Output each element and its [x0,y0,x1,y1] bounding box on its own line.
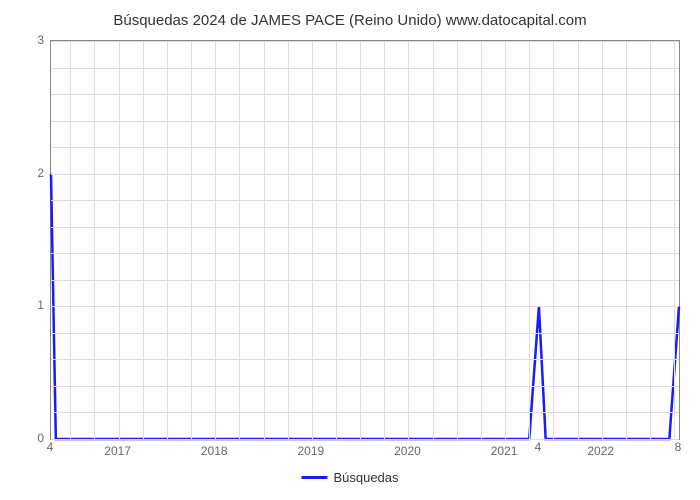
grid-line-horizontal [51,386,679,387]
grid-line-vertical [215,41,216,439]
grid-line-vertical [602,41,603,439]
grid-line-vertical [288,41,289,439]
grid-line-horizontal [51,306,679,307]
grid-line-horizontal [51,68,679,69]
grid-line-horizontal [51,333,679,334]
grid-line-vertical [94,41,95,439]
grid-line-horizontal [51,439,679,440]
grid-line-horizontal [51,147,679,148]
grid-line-vertical [578,41,579,439]
legend: Búsquedas [301,470,398,485]
grid-line-vertical [264,41,265,439]
grid-line-horizontal [51,227,679,228]
chart-title: Búsquedas 2024 de JAMES PACE (Reino Unid… [0,10,700,33]
extra-point-label: 4 [47,440,54,454]
grid-line-horizontal [51,121,679,122]
grid-line-vertical [553,41,554,439]
chart-container: Búsquedas 2024 de JAMES PACE (Reino Unid… [0,10,700,500]
grid-line-vertical [505,41,506,439]
grid-line-vertical [191,41,192,439]
x-tick-label: 2018 [201,444,228,458]
grid-line-vertical [239,41,240,439]
grid-line-vertical [143,41,144,439]
grid-line-vertical [384,41,385,439]
grid-line-vertical [481,41,482,439]
line-series [51,41,679,439]
grid-line-vertical [70,41,71,439]
grid-line-vertical [167,41,168,439]
grid-line-vertical [529,41,530,439]
legend-swatch [301,476,327,479]
grid-line-horizontal [51,280,679,281]
grid-line-vertical [360,41,361,439]
legend-label: Búsquedas [333,470,398,485]
x-tick-label: 2020 [394,444,421,458]
y-tick-label: 3 [14,33,44,47]
x-tick-label: 2019 [298,444,325,458]
grid-line-horizontal [51,359,679,360]
grid-line-horizontal [51,200,679,201]
x-tick-label: 2021 [491,444,518,458]
x-tick-label: 2017 [104,444,131,458]
y-tick-label: 1 [14,298,44,312]
grid-line-horizontal [51,41,679,42]
grid-line-vertical [626,41,627,439]
grid-line-horizontal [51,253,679,254]
grid-line-vertical [312,41,313,439]
grid-line-vertical [650,41,651,439]
grid-line-horizontal [51,94,679,95]
y-tick-label: 0 [14,431,44,445]
x-tick-label: 2022 [587,444,614,458]
extra-point-label: 8 [675,440,682,454]
grid-line-horizontal [51,412,679,413]
extra-point-label: 4 [535,440,542,454]
grid-line-vertical [674,41,675,439]
grid-line-vertical [336,41,337,439]
grid-line-vertical [457,41,458,439]
y-tick-label: 2 [14,166,44,180]
grid-line-vertical [119,41,120,439]
grid-line-vertical [408,41,409,439]
grid-line-vertical [433,41,434,439]
plot-area [50,40,680,440]
grid-line-horizontal [51,174,679,175]
